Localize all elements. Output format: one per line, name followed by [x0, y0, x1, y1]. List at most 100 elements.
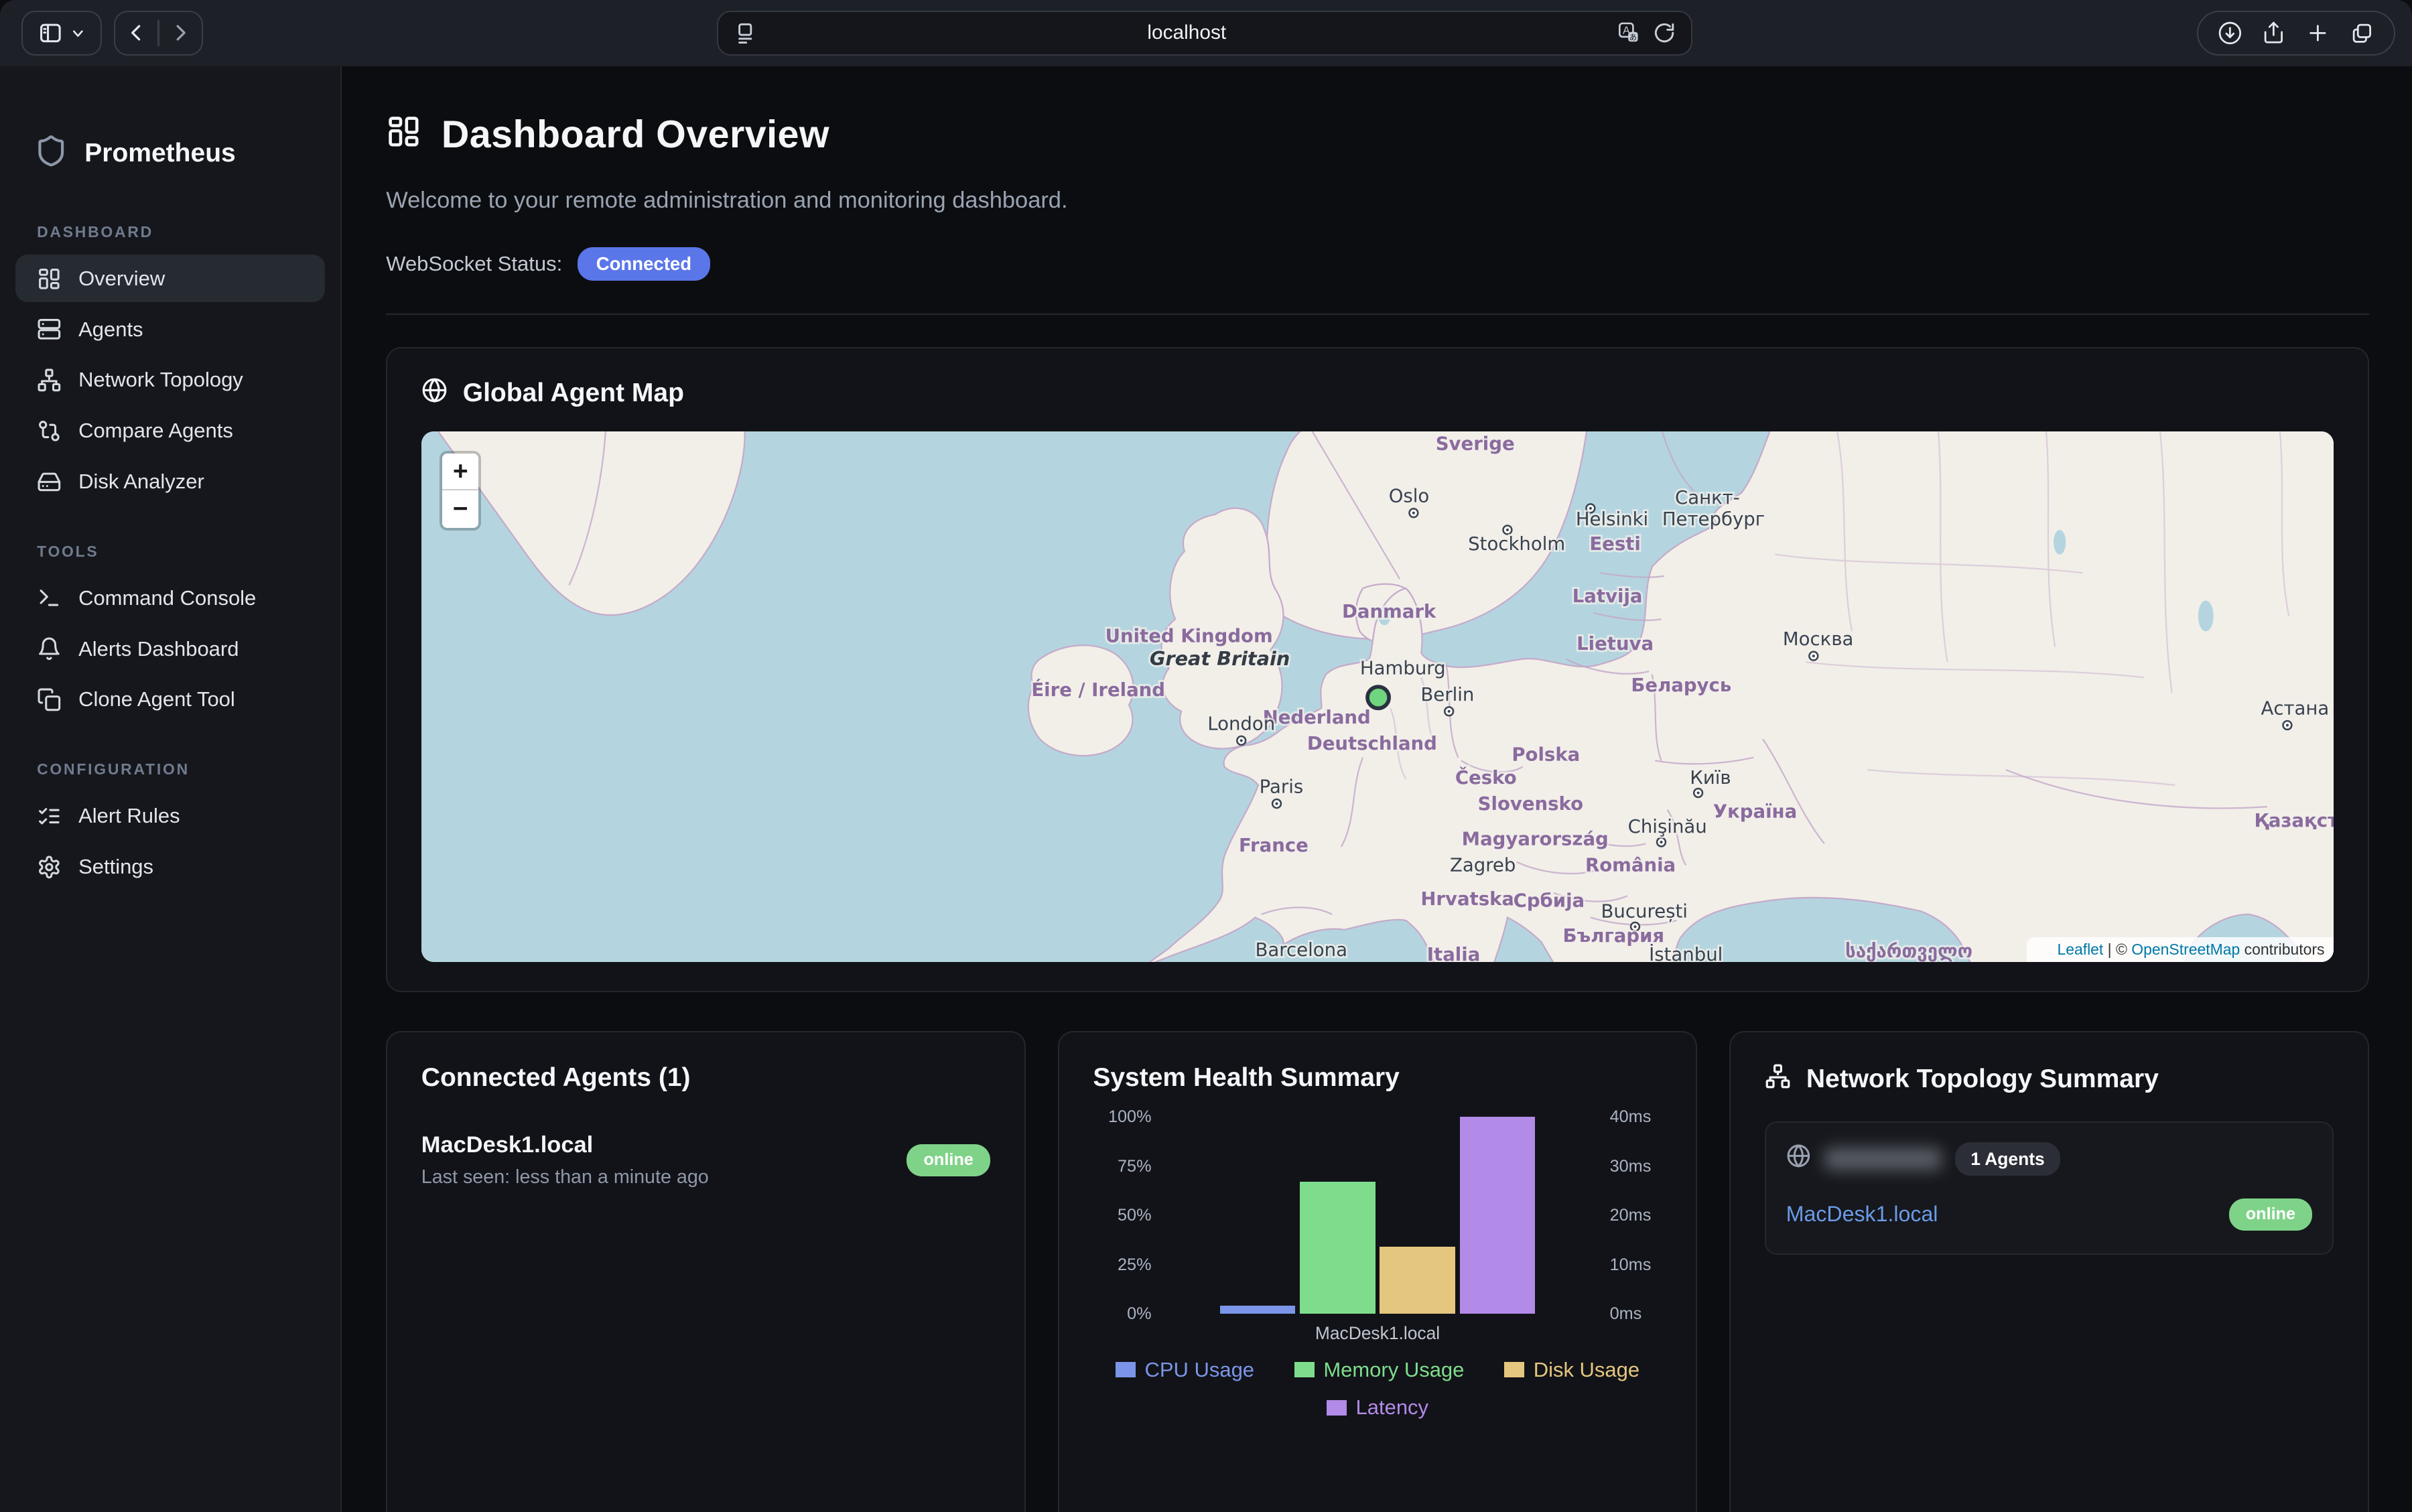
- map-label: Italia: [1427, 943, 1480, 961]
- axis-tick: 50%: [1118, 1206, 1152, 1225]
- sidebar-item-label: Clone Agent Tool: [78, 687, 235, 711]
- history-nav-group: [113, 11, 204, 56]
- bar-memory-usage: [1300, 1182, 1376, 1314]
- plus-button[interactable]: [2305, 21, 2330, 46]
- map-label: Србија: [1513, 890, 1585, 911]
- chart-legend-row: Latency: [1093, 1395, 1662, 1420]
- forward-button[interactable]: [159, 12, 202, 54]
- sidebar-item-settings[interactable]: Settings: [15, 843, 325, 890]
- back-button[interactable]: [115, 12, 157, 54]
- divider: [157, 19, 159, 46]
- app-logo: Prometheus: [0, 97, 340, 190]
- map-card-title: Global Agent Map: [462, 379, 684, 408]
- map-label: Helsinki: [1576, 508, 1648, 530]
- agent-map-marker[interactable]: [1365, 684, 1391, 710]
- axis-tick: 0%: [1127, 1304, 1152, 1324]
- map-label: London: [1207, 713, 1275, 734]
- sidebar-item-alert-rules[interactable]: Alert Rules: [15, 793, 325, 840]
- settings-icon: [39, 855, 60, 878]
- city-dot: [1656, 836, 1666, 847]
- sidebar-item-label: Agents: [78, 317, 143, 341]
- map-zoom-control: + −: [440, 451, 482, 531]
- page-title: Dashboard Overview: [441, 113, 829, 156]
- network-icon: [1765, 1063, 1791, 1095]
- legend-swatch: [1504, 1362, 1524, 1377]
- page-subtitle: Welcome to your remote administration an…: [386, 187, 1068, 213]
- legend-swatch: [1326, 1399, 1347, 1416]
- zoom-out-button[interactable]: −: [442, 490, 479, 528]
- map-label: Москва: [1783, 628, 1854, 650]
- sidebar-item-alerts-dashboard[interactable]: Alerts Dashboard: [15, 625, 325, 673]
- sidebar-item-disk-analyzer[interactable]: Disk Analyzer: [15, 458, 325, 505]
- dashboard-icon: [39, 268, 60, 289]
- legend-label: Latency: [1355, 1395, 1429, 1420]
- tabs-button[interactable]: [2350, 21, 2374, 46]
- ukraine-flag-icon: [2034, 943, 2051, 955]
- map-label: Oslo: [1388, 485, 1429, 506]
- chart-x-label: MacDesk1.local: [1315, 1322, 1440, 1343]
- leaflet-link[interactable]: Leaflet: [2057, 941, 2104, 959]
- axis-tick: 40ms: [1609, 1107, 1652, 1127]
- git-compare-icon: [39, 420, 60, 441]
- server-icon: [38, 319, 61, 340]
- divider: [386, 313, 2369, 315]
- map-label: Петербург: [1662, 508, 1765, 530]
- map-label: Sverige: [1435, 433, 1514, 454]
- sidebar: Prometheus DASHBOARD Overview Agents Networ…: [0, 66, 342, 1512]
- map-label: Астана: [2261, 697, 2329, 719]
- map-label: Paris: [1259, 776, 1303, 797]
- sidebar-item-compare-agents[interactable]: Compare Agents: [15, 407, 325, 455]
- map-label: Barcelona: [1255, 939, 1347, 960]
- city-dot: [1271, 798, 1282, 809]
- city-dot: [1808, 650, 1819, 661]
- sidebar-item-clone-agent-tool[interactable]: Clone Agent Tool: [15, 676, 325, 724]
- agent-link[interactable]: MacDesk1.local: [1786, 1202, 1938, 1227]
- map-label: Nederland: [1262, 707, 1370, 728]
- url-text: localhost: [1147, 21, 1227, 44]
- terminal-icon: [40, 590, 59, 607]
- download-button[interactable]: [2218, 21, 2242, 46]
- axis-tick: 0ms: [1609, 1304, 1642, 1324]
- sidebar-toggle-button[interactable]: [21, 11, 102, 56]
- sidebar-item-command-console[interactable]: Command Console: [15, 574, 325, 622]
- legend-item-disk-usage: Disk Usage: [1504, 1358, 1639, 1382]
- city-dot: [1629, 921, 1640, 932]
- city-dot: [1235, 735, 1247, 746]
- reload-icon[interactable]: [1654, 22, 1675, 44]
- openstreetmap-link[interactable]: OpenStreetMap: [2131, 941, 2240, 959]
- leaflet-map[interactable]: Sverige Oslo Санкт- Петербург Helsinki Stockh…: [421, 431, 2334, 962]
- health-bar-chart: 100% 75% 50% 25% 0% MacDesk1.local 40ms 30ms 2…: [1093, 1107, 1662, 1344]
- map-label: Slovensko: [1477, 793, 1583, 814]
- app-name: Prometheus: [84, 139, 236, 168]
- sidebar-item-network-topology[interactable]: Network Topology: [15, 356, 325, 404]
- map-label: France: [1239, 834, 1309, 855]
- system-health-card: System Health Summary 100% 75% 50% 25% 0% Ma…: [1057, 1030, 1698, 1512]
- map-attribution: Leaflet | © OpenStreetMap contributors: [2026, 937, 2334, 962]
- map-label: İstanbul: [1649, 943, 1723, 961]
- legend-label: Memory Usage: [1323, 1357, 1465, 1381]
- page-format-icon[interactable]: [734, 21, 756, 44]
- connected-agents-card: Connected Agents (1) MacDesk1.local Last…: [386, 1030, 1026, 1512]
- zoom-in-button[interactable]: +: [442, 454, 479, 491]
- axis-tick: 30ms: [1609, 1156, 1652, 1176]
- map-label: Česko: [1455, 765, 1517, 788]
- sidebar-item-agents[interactable]: Agents: [15, 305, 325, 353]
- map-label: Berlin: [1420, 683, 1474, 705]
- attribution-suffix: contributors: [2240, 941, 2325, 959]
- city-dot: [1501, 524, 1513, 535]
- attribution-separator: | ©: [2103, 941, 2132, 959]
- map-label: Great Britain: [1150, 646, 1290, 669]
- axis-tick: 75%: [1118, 1156, 1152, 1176]
- legend-swatch: [1115, 1362, 1136, 1377]
- sidebar-item-overview[interactable]: Overview: [15, 255, 325, 303]
- sidebar-item-label: Alerts Dashboard: [78, 636, 239, 661]
- map-label: București: [1601, 900, 1687, 922]
- tabs-icon: [2352, 23, 2371, 43]
- map-label: Deutschland: [1307, 733, 1437, 754]
- network-icon: [38, 368, 61, 392]
- share-button[interactable]: [2261, 21, 2286, 46]
